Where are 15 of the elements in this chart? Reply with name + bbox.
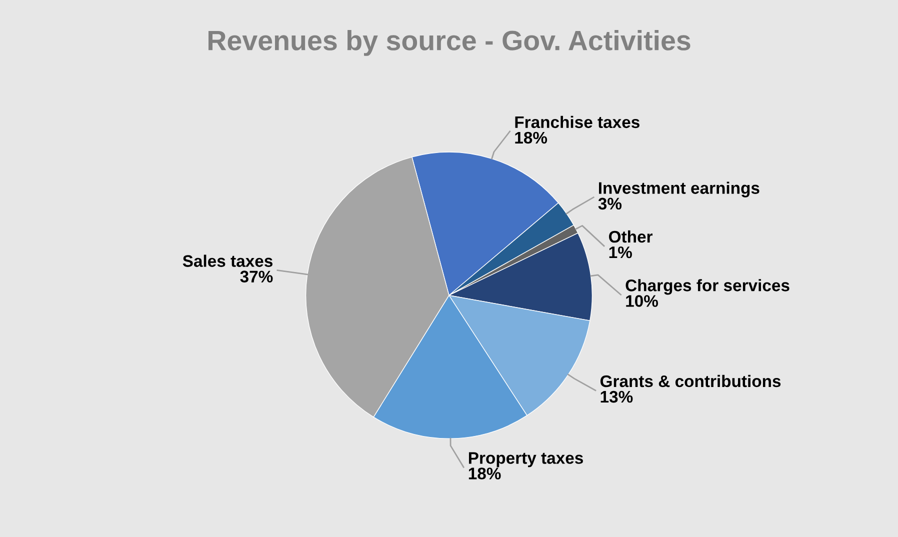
data-label: 3% (598, 198, 622, 210)
chart-title: Revenues by source - Gov. Activities (208, 30, 690, 56)
slice-label: Charges for services (626, 279, 790, 295)
data-label: 1% (609, 246, 632, 258)
slice-label: Grants & contributions (600, 374, 781, 388)
slice-label: Other (609, 230, 653, 243)
slice-label: Sales taxes (182, 254, 272, 267)
data-label: 37% (240, 270, 273, 283)
slice-label: Investment earnings (599, 182, 760, 198)
data-label: 10% (626, 295, 658, 307)
data-label: 18% (515, 132, 548, 144)
data-label: 18% (468, 468, 501, 480)
slice-label: Property taxes (468, 452, 583, 468)
slice-label: Franchise taxes (515, 116, 640, 128)
data-label: 13% (600, 390, 633, 403)
